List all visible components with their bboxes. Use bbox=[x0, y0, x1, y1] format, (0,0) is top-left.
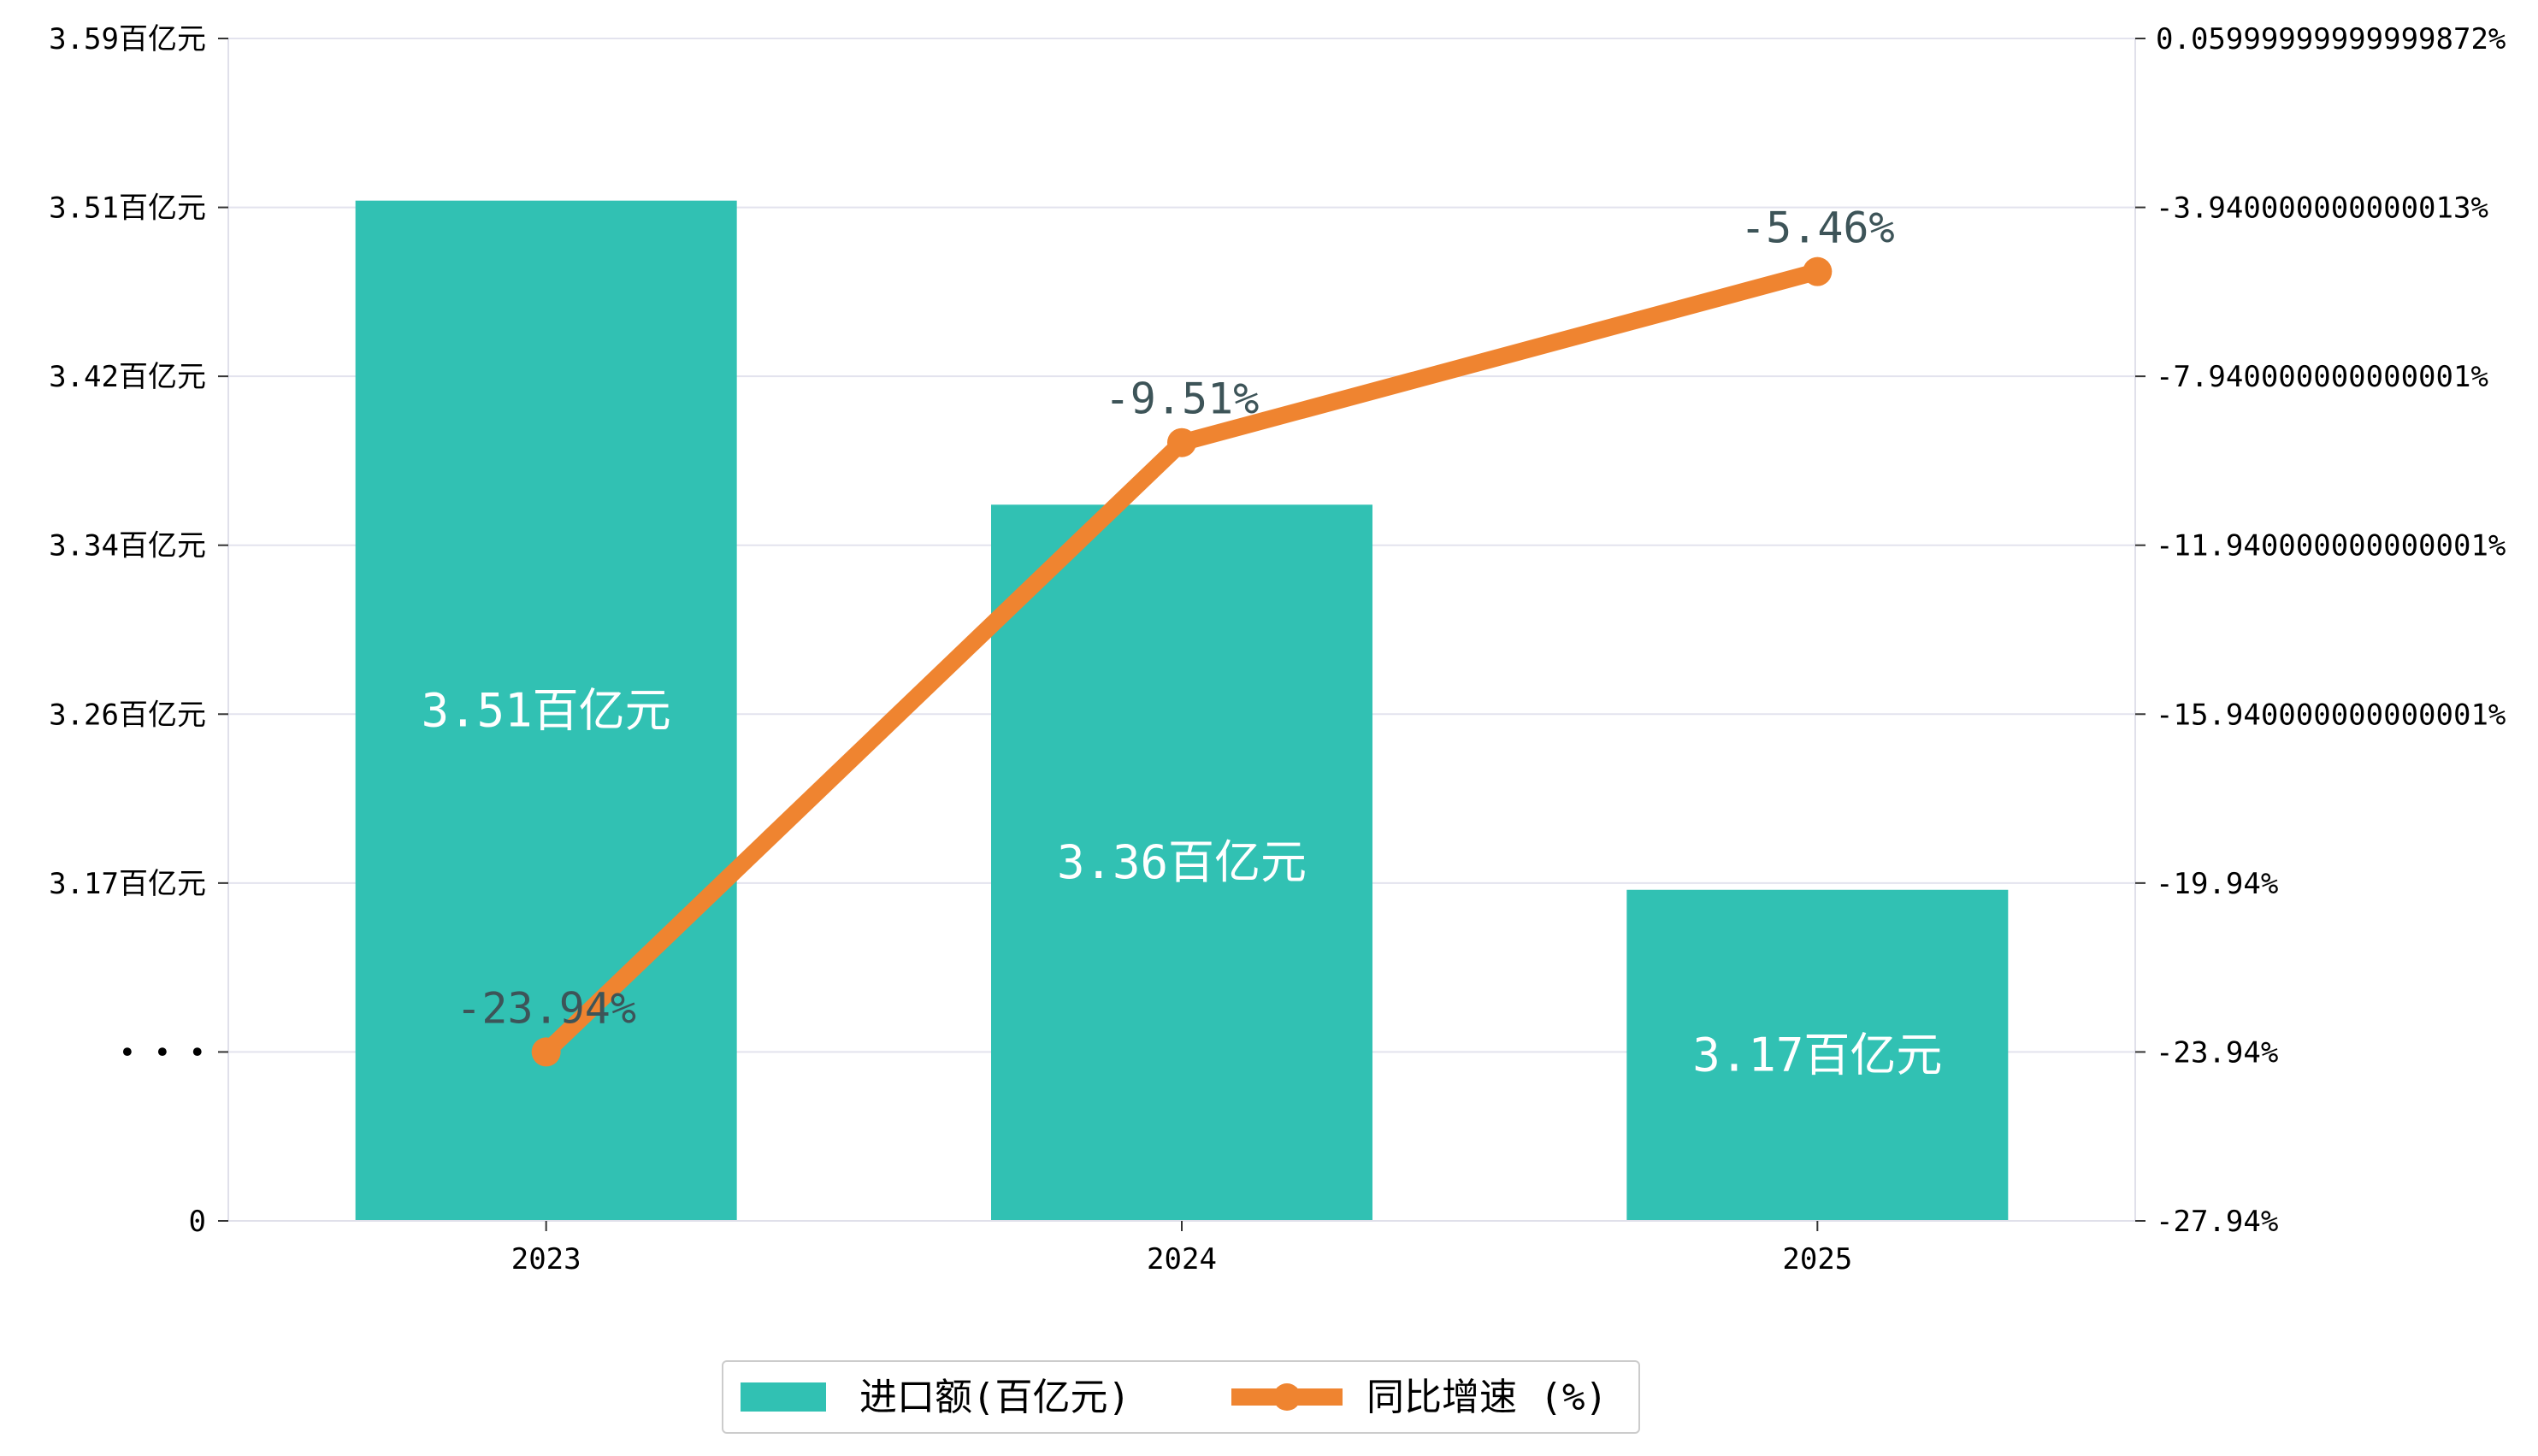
left-tick-label: • • • bbox=[119, 1035, 206, 1070]
right-tick-label: -15.940000000000001% bbox=[2156, 698, 2506, 732]
right-tick-label: -27.94% bbox=[2156, 1205, 2278, 1239]
right-axis-ticks: -27.94% -23.94% -19.94% -15.940000000000001… bbox=[2135, 22, 2506, 1239]
left-tick-label: 3.42百亿元 bbox=[49, 360, 206, 394]
x-tick-label: 2023 bbox=[511, 1242, 581, 1276]
legend-line-marker bbox=[1273, 1383, 1301, 1411]
bar bbox=[1626, 889, 2009, 1221]
bar-data-label: 3.51百亿元 bbox=[422, 683, 671, 737]
line-data-label: -5.46% bbox=[1740, 203, 1895, 253]
line-data-label: -9.51% bbox=[1105, 374, 1260, 424]
line-data-label: -23.94% bbox=[456, 983, 636, 1033]
bar-data-label: 3.17百亿元 bbox=[1692, 1028, 1942, 1082]
left-tick-label: 3.26百亿元 bbox=[49, 698, 206, 732]
legend-line-label: 同比增速 (%) bbox=[1366, 1376, 1608, 1419]
bar-data-label: 3.36百亿元 bbox=[1057, 835, 1307, 889]
line-data-labels: -23.94% -9.51% -5.46% bbox=[456, 203, 1894, 1034]
right-tick-label: 0.05999999999999872% bbox=[2156, 22, 2506, 56]
legend-bar-swatch bbox=[741, 1382, 826, 1412]
left-tick-label: 3.51百亿元 bbox=[49, 192, 206, 226]
legend-bar-label: 进口额(百亿元) bbox=[859, 1376, 1130, 1419]
line-point bbox=[1803, 256, 1833, 286]
left-tick-label: 3.17百亿元 bbox=[49, 867, 206, 901]
right-tick-label: -3.940000000000013% bbox=[2156, 192, 2488, 226]
right-tick-label: -23.94% bbox=[2156, 1035, 2278, 1070]
x-tick-label: 2025 bbox=[1782, 1242, 1852, 1276]
right-tick-label: -19.94% bbox=[2156, 867, 2278, 901]
x-axis-ticks: 2023 2024 2025 bbox=[511, 1221, 1852, 1276]
line-series bbox=[531, 256, 1833, 1067]
bar-data-labels: 3.51百亿元 3.36百亿元 3.17百亿元 bbox=[422, 683, 1943, 1082]
x-tick-label: 2024 bbox=[1147, 1242, 1217, 1276]
line-point bbox=[531, 1037, 561, 1067]
left-tick-label: 3.59百亿元 bbox=[49, 22, 206, 56]
right-tick-label: -11.940000000000001% bbox=[2156, 529, 2506, 563]
right-tick-label: -7.940000000000001% bbox=[2156, 360, 2488, 394]
left-tick-label: 3.34百亿元 bbox=[49, 529, 206, 563]
left-axis-ticks: 0 • • • 3.17百亿元 3.26百亿元 3.34百亿元 3.42百亿元 3.51百亿… bbox=[49, 22, 228, 1239]
left-tick-label: 0 bbox=[189, 1205, 206, 1239]
legend: 进口额(百亿元) 同比增速 (%) bbox=[722, 1360, 1640, 1434]
bar bbox=[991, 504, 1372, 1221]
line-point bbox=[1167, 427, 1196, 457]
legend-box bbox=[722, 1360, 1640, 1434]
